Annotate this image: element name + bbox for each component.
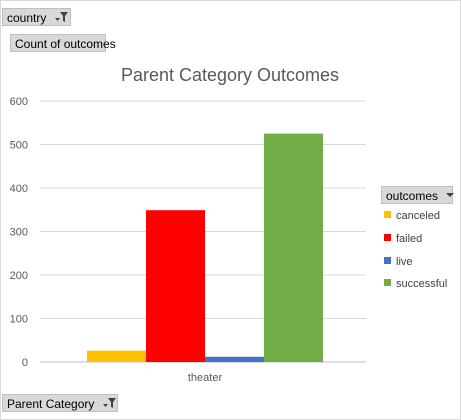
filter-dropdown-icon <box>101 395 117 416</box>
legend-label-successful: successful <box>396 278 448 290</box>
bar-live[interactable] <box>205 356 264 362</box>
legend-item-successful[interactable]: successful <box>384 277 447 291</box>
legend-swatch-canceled <box>384 211 391 218</box>
country-filter-button[interactable]: country <box>2 8 71 26</box>
legend-field-button[interactable]: outcomes <box>381 186 455 204</box>
chart-title: Parent Category Outcomes <box>121 65 339 85</box>
country-filter-label: country <box>7 11 47 25</box>
y-tick-label: 600 <box>10 96 28 108</box>
y-tick-label: 0 <box>22 357 28 369</box>
y-tick-label: 300 <box>10 227 28 239</box>
axis-field-label: Parent Category <box>7 397 95 411</box>
y-tick-label: 400 <box>10 183 28 195</box>
legend-label-live: live <box>396 256 413 268</box>
legend-item-live[interactable]: live <box>384 255 413 269</box>
legend-swatch-successful <box>384 279 391 286</box>
filter-dropdown-icon <box>53 9 69 30</box>
legend-label-canceled: canceled <box>396 210 441 222</box>
legend-label-failed: failed <box>396 233 423 245</box>
legend-item-canceled[interactable]: canceled <box>384 209 440 223</box>
x-tick-label: theater <box>188 372 223 384</box>
legend-swatch-live <box>384 257 391 264</box>
y-tick-label: 200 <box>10 270 28 282</box>
y-tick-label: 500 <box>10 140 28 152</box>
bar-successful[interactable] <box>264 133 323 362</box>
values-field-button[interactable]: Count of outcomes <box>10 34 116 52</box>
legend-swatch-failed <box>384 234 391 241</box>
bar-canceled[interactable] <box>87 350 146 362</box>
bar-failed[interactable] <box>146 210 205 362</box>
y-tick-label: 100 <box>10 314 28 326</box>
legend-field-label: outcomes <box>386 189 439 203</box>
axis-field-button[interactable]: Parent Category <box>2 394 118 412</box>
legend-item-failed[interactable]: failed <box>384 232 422 246</box>
values-field-label: Count of outcomes <box>15 37 116 51</box>
chevron-down-icon <box>444 187 456 208</box>
